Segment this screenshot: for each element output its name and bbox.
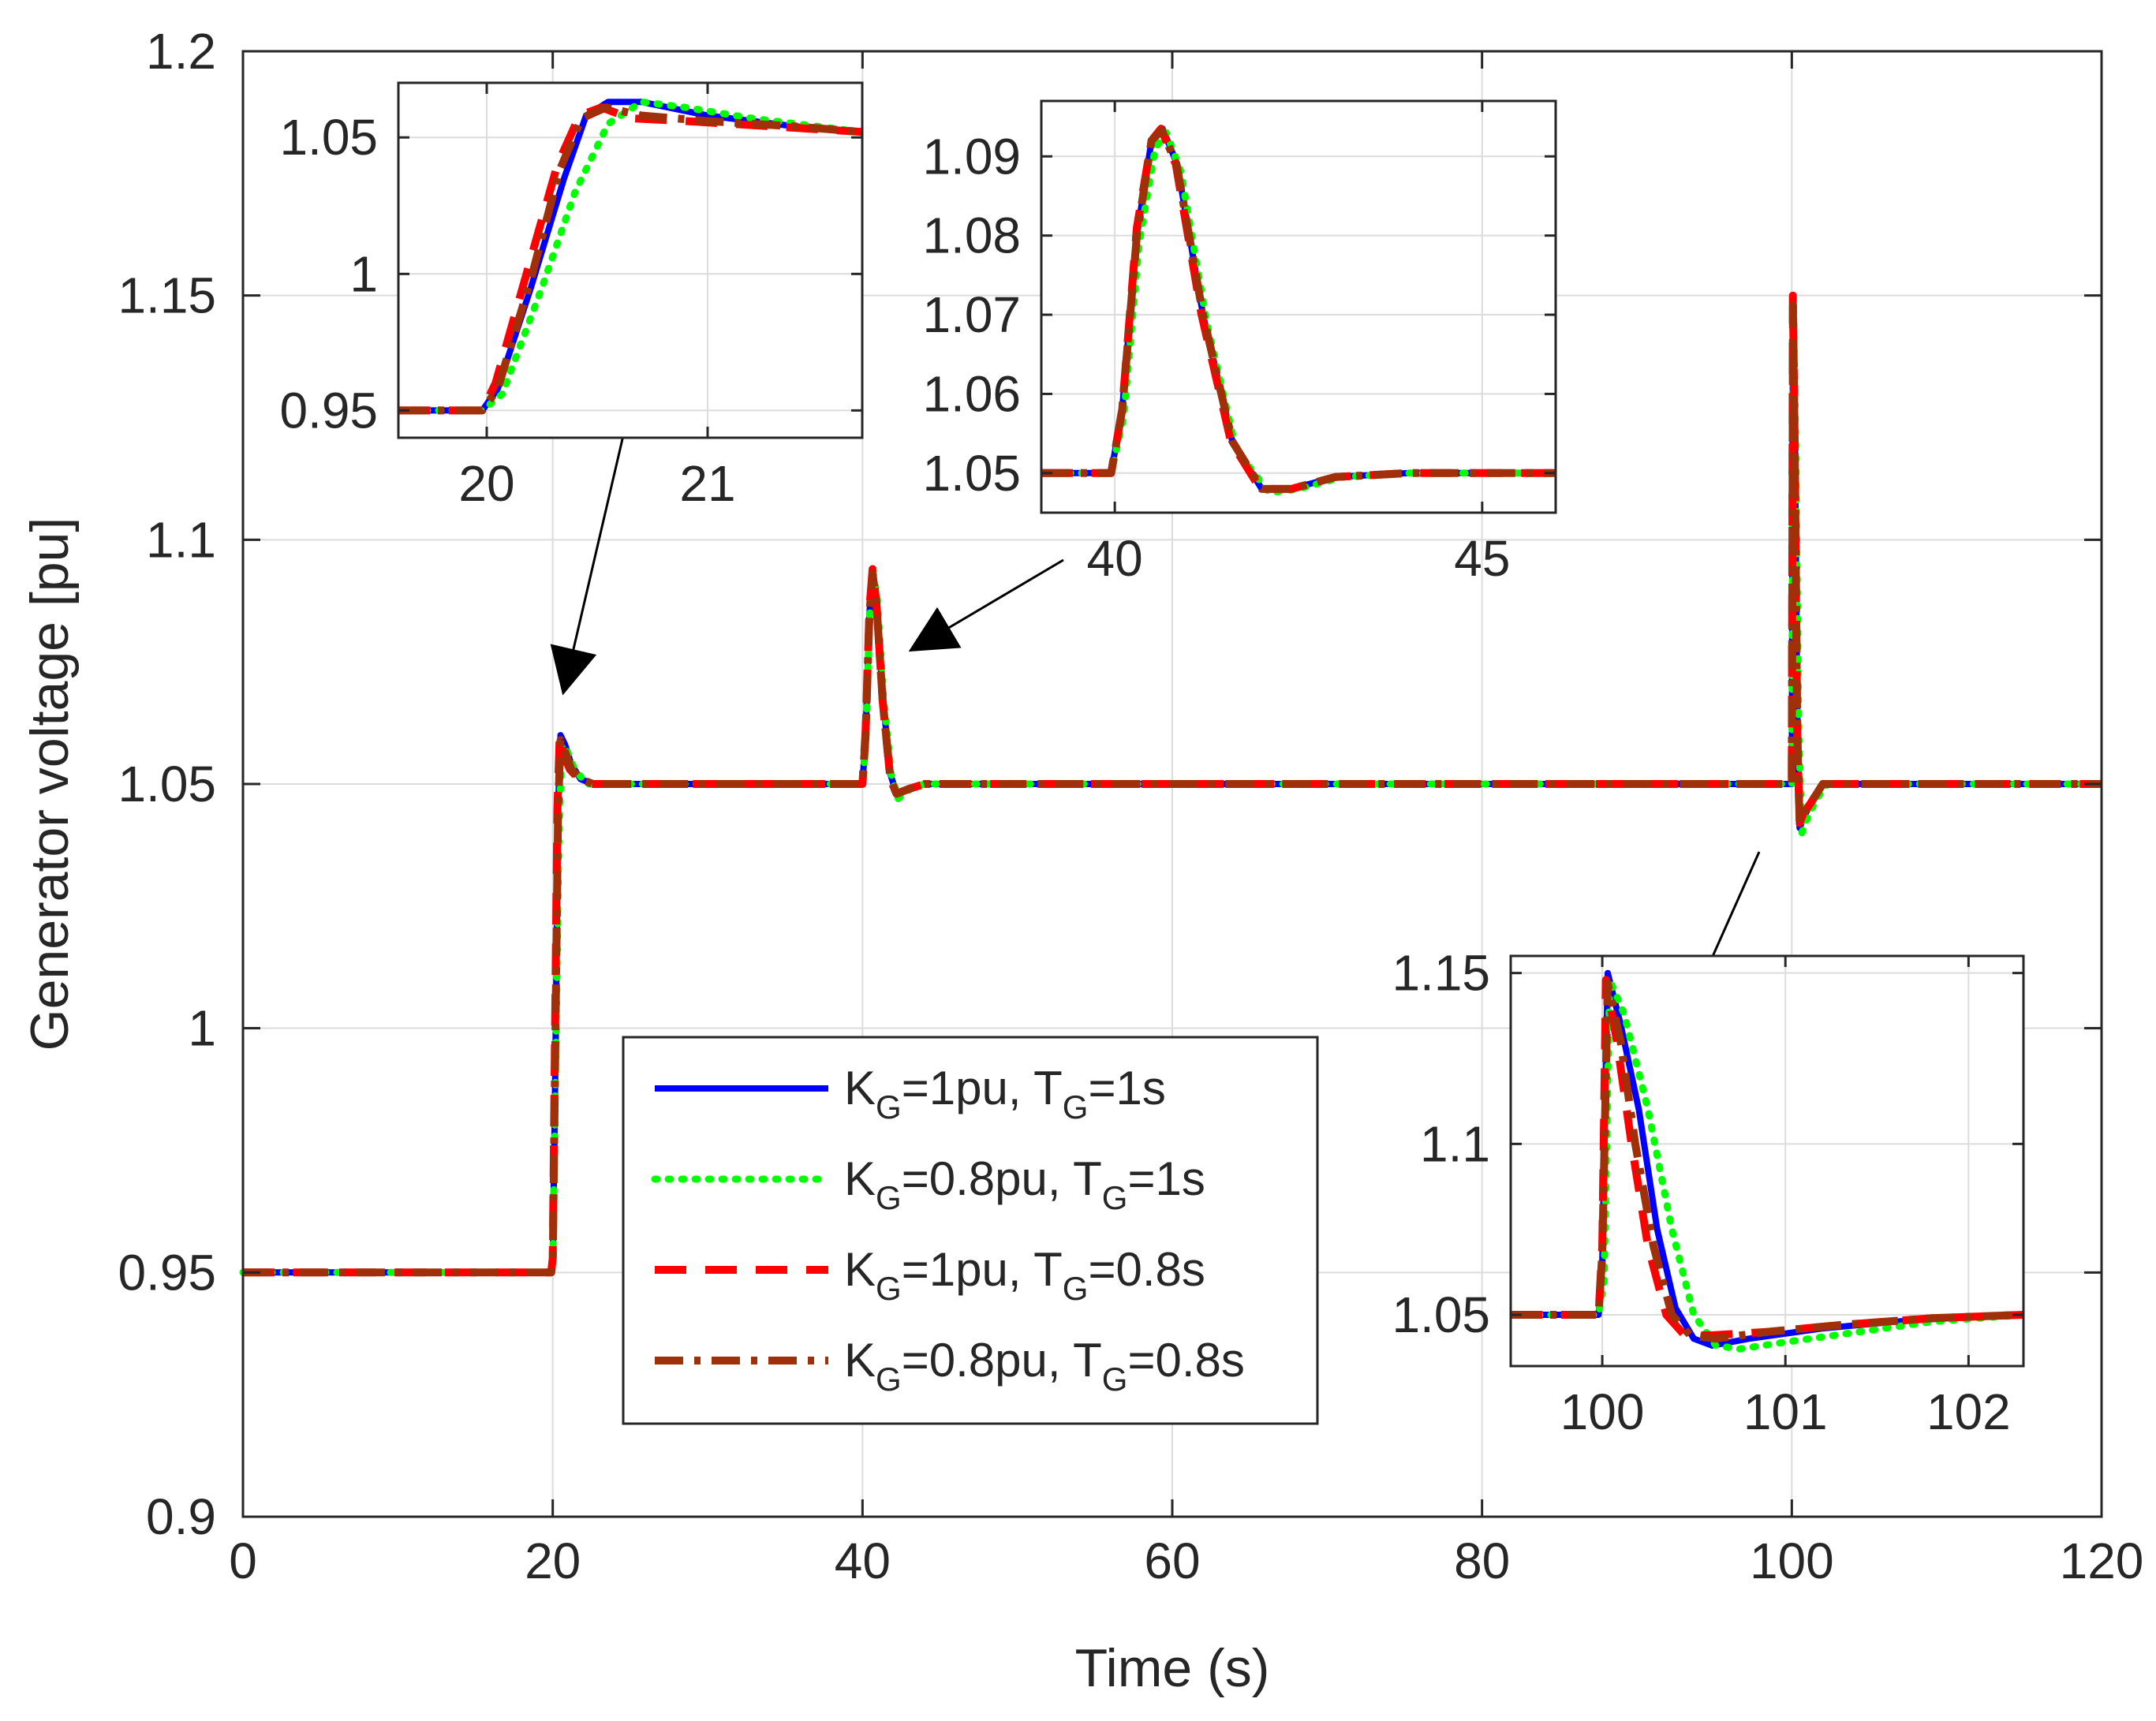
- inset-ticks: 20 21 0.95 1 1.05: [279, 83, 862, 512]
- main-y-tick-label: 1: [188, 1000, 216, 1057]
- inset-series-line: [1041, 129, 1556, 497]
- main-x-tick-label: 100: [1750, 1532, 1834, 1589]
- inset-y-tick-label: 1.15: [1392, 945, 1490, 1002]
- inset-y-tick-label: 1.06: [922, 365, 1021, 422]
- x-axis-label: Time (s): [1075, 1638, 1270, 1698]
- inset-series-line: [398, 103, 862, 415]
- inset-y-tick-label: 1.09: [922, 128, 1021, 185]
- inset-2: 40 45 1.05 1.06 1.07 1.08 1.09: [922, 99, 1557, 587]
- legend-label-part: K: [844, 1334, 876, 1387]
- legend-label: KG=1pu, TG=0.8s: [844, 1243, 1205, 1307]
- inset-x-tick-label: 45: [1454, 530, 1510, 587]
- inset-x-tick-label: 21: [679, 455, 735, 512]
- legend-label-part: =1pu, T: [902, 1062, 1063, 1114]
- legend-label-part: =0.8pu, T: [902, 1334, 1102, 1387]
- inset-series-line: [1511, 979, 2023, 1343]
- legend-label-part: K: [844, 1152, 876, 1205]
- inset-y-tick-label: 1.08: [922, 207, 1021, 264]
- main-x-tick-label: 0: [229, 1532, 257, 1589]
- inset-y-tick-label: 1.05: [922, 445, 1021, 502]
- main-y-tick-label: 0.95: [118, 1244, 216, 1301]
- inset-background: [1511, 956, 2023, 1366]
- inset-frame: [1509, 954, 2025, 1368]
- legend-label-part: =1s: [1088, 1062, 1165, 1114]
- inset-y-tick-label: 1.05: [1392, 1286, 1490, 1343]
- legend-label-part: G: [876, 1088, 902, 1126]
- y-axis-label: Generator voltage [pu]: [20, 517, 80, 1051]
- inset-x-tick-label: 40: [1087, 530, 1143, 587]
- inset-x-tick-label: 102: [1926, 1383, 2011, 1440]
- inset-background: [398, 83, 862, 438]
- main-x-tick-label: 80: [1454, 1532, 1510, 1589]
- legend-label-part: G: [1102, 1179, 1128, 1216]
- inset-x-tick-label: 100: [1560, 1383, 1645, 1440]
- legend-label-part: G: [1063, 1088, 1089, 1126]
- legend-label-part: K: [844, 1243, 876, 1296]
- legend-label-part: =0.8s: [1088, 1243, 1205, 1296]
- legend-label-part: G: [1102, 1361, 1128, 1398]
- callout-arrow: [908, 558, 1064, 652]
- zoom-insets: 20 21 0.95 1 1.05 40 45 1.05 1.06 1.07 1.08 1.09 100…: [279, 81, 2025, 1440]
- main-x-tick-label: 60: [1144, 1532, 1200, 1589]
- legend-label-part: =1pu, T: [902, 1243, 1063, 1296]
- main-plot-lines: [239, 291, 2106, 1277]
- legend-label: KG=0.8pu, TG=1s: [844, 1152, 1205, 1216]
- inset-lines: [1511, 969, 2023, 1353]
- inset-y-tick-label: 0.95: [279, 382, 378, 439]
- legend-label: KG=0.8pu, TG=0.8s: [844, 1334, 1245, 1398]
- inset-lines: [398, 98, 862, 415]
- main-x-tick-label: 40: [835, 1532, 891, 1589]
- main-x-tick-label: 20: [525, 1532, 581, 1589]
- main-y-tick-label: 1.1: [146, 511, 216, 568]
- inset-y-tick-label: 1.07: [922, 286, 1021, 343]
- legend-label-part: G: [876, 1361, 902, 1398]
- inset-3: 100 101 102 1.05 1.1 1.15: [1392, 945, 2025, 1440]
- inset-series-line: [1041, 126, 1556, 493]
- inset-y-tick-label: 1.05: [279, 109, 378, 166]
- main-x-tick-label: 120: [2060, 1532, 2144, 1589]
- legend-label-part: G: [876, 1270, 902, 1307]
- inset-x-tick-label: 101: [1743, 1383, 1828, 1440]
- inset-1: 20 21 0.95 1 1.05: [279, 81, 864, 512]
- inset-ticks: 100 101 102 1.05 1.1 1.15: [1392, 945, 2023, 1440]
- legend-label-part: G: [876, 1179, 902, 1216]
- inset-x-tick-label: 20: [458, 455, 514, 512]
- inset-y-tick-label: 1.1: [1420, 1115, 1490, 1172]
- inset-ticks: 40 45 1.05 1.06 1.07 1.08 1.09: [922, 101, 1556, 587]
- legend-label: KG=1pu, TG=1s: [844, 1062, 1166, 1126]
- legend-label-part: =1s: [1127, 1152, 1205, 1205]
- main-series-line: [243, 301, 2102, 1277]
- inset-frame: [1040, 99, 1557, 514]
- inset-frame: [397, 81, 864, 439]
- main-y-tick-label: 1.15: [118, 267, 216, 324]
- main-y-tick-label: 1.05: [118, 756, 216, 812]
- legend-label-part: G: [1063, 1270, 1089, 1307]
- legend-label-part: =0.8pu, T: [902, 1152, 1102, 1205]
- legend-label-part: =0.8s: [1127, 1334, 1244, 1387]
- inset-grid: [398, 83, 862, 438]
- inset-series-line: [398, 98, 862, 414]
- inset-lines: [1041, 125, 1556, 497]
- main-y-tick-label: 1.2: [146, 23, 216, 80]
- inset-y-tick-label: 1: [349, 245, 378, 302]
- main-y-tick-label: 0.9: [146, 1488, 216, 1545]
- legend-label-part: K: [844, 1062, 876, 1114]
